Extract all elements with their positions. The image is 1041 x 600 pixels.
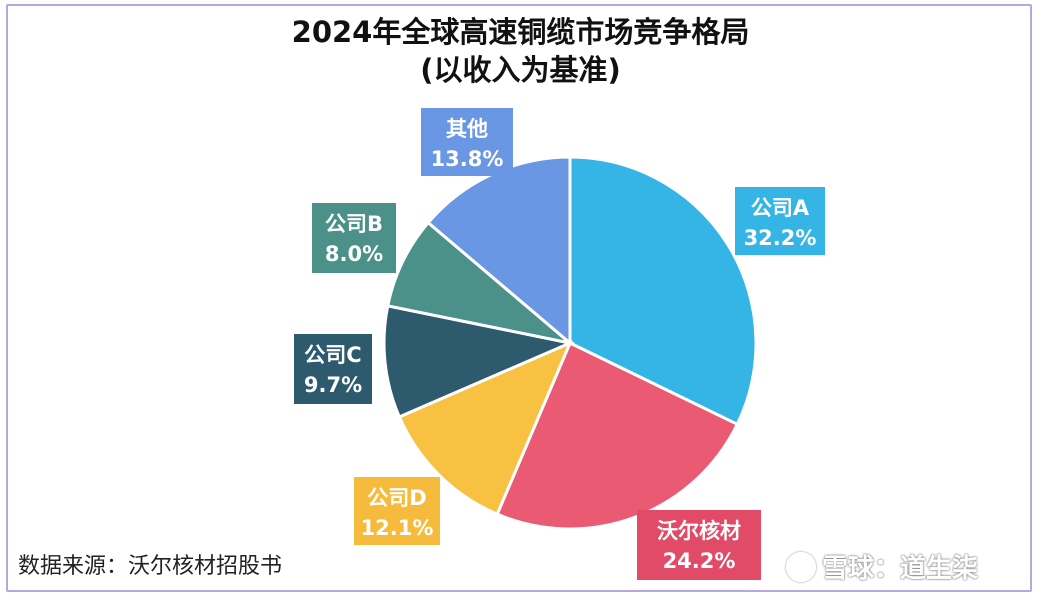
slice-label: 沃尔核材 (657, 519, 741, 543)
slice-value-label: 9.7% (304, 373, 362, 397)
data-label-box (421, 108, 513, 176)
watermark-text: 雪球：道生柒 (822, 554, 979, 584)
slice-value-label: 13.8% (431, 147, 504, 171)
data-label-box (354, 477, 440, 545)
slice-label: 其他 (446, 117, 488, 141)
data-source: 数据来源：沃尔核材招股书 (18, 554, 283, 579)
data-label-box (637, 510, 761, 580)
slice-label: 公司C (304, 343, 361, 367)
slice-label: 公司B (325, 212, 383, 236)
slice-value-label: 12.1% (361, 516, 434, 540)
slice-value-label: 32.2% (744, 226, 817, 250)
pie-slice-5 (385, 220, 571, 345)
data-label-5: 公司B 8.0% (312, 203, 396, 273)
data-label-3: 公司D 12.1% (354, 477, 440, 545)
chart-title: 2024年全球高速铜缆市场竞争格局 (291, 15, 750, 49)
slice-label: 公司A (751, 196, 810, 220)
snowball-logo-icon (786, 551, 816, 582)
pie-slice-2 (495, 340, 740, 531)
chart-subtitle: (以收入为基准) (420, 53, 621, 87)
data-label-box (735, 187, 825, 255)
data-label-1: 公司A 32.2% (735, 187, 825, 255)
slice-label: 公司D (367, 486, 426, 510)
data-label-box (312, 203, 396, 273)
watermark: 雪球：道生柒 (786, 548, 978, 585)
pie-slice-3 (397, 340, 573, 517)
pie-slice-1 (568, 155, 758, 427)
data-label-6: 其他 13.8% (421, 108, 513, 176)
data-label-2: 沃尔核材 24.2% (637, 510, 761, 580)
slice-value-label: 24.2% (663, 549, 736, 573)
data-label-4: 公司C 9.7% (294, 334, 372, 404)
data-label-box (294, 334, 372, 404)
slice-value-label: 8.0% (325, 242, 383, 266)
